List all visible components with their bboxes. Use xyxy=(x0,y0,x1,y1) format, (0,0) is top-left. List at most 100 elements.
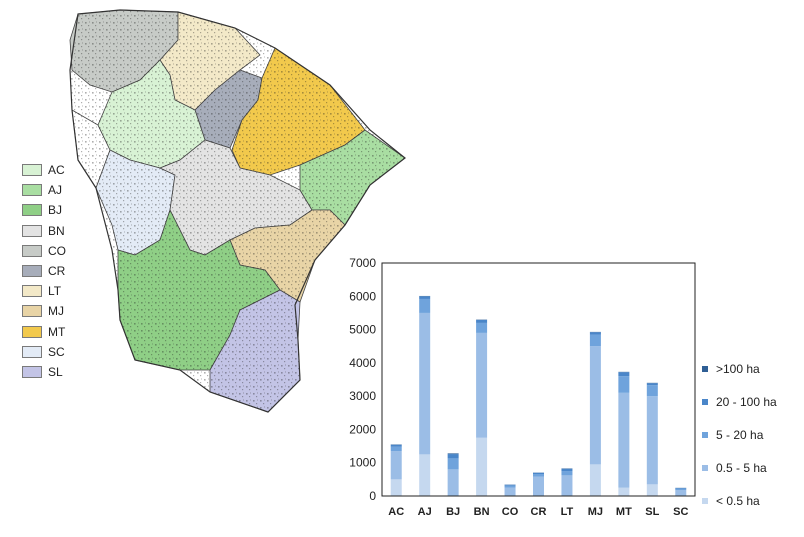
legend-label: MT xyxy=(48,325,65,339)
chart-legend-label: >100 ha xyxy=(716,362,760,376)
x-tick-label: BJ xyxy=(446,506,460,518)
legend-swatch xyxy=(22,204,42,216)
legend-item-mt: MT xyxy=(22,322,66,342)
legend-item-lt: LT xyxy=(22,281,66,301)
x-tick-label: AC xyxy=(388,506,404,518)
bar-co-series-3 xyxy=(505,485,516,486)
y-tick-label: 4000 xyxy=(349,356,376,370)
y-tick-label: 5000 xyxy=(349,323,376,337)
x-tick-label: MT xyxy=(616,506,632,518)
bar-sl-series-0 xyxy=(647,484,658,496)
legend-label: CO xyxy=(48,244,66,258)
bar-bj-series-1 xyxy=(448,469,459,496)
x-tick-label: BN xyxy=(474,506,490,518)
legend-swatch xyxy=(22,346,42,358)
legend-label: SC xyxy=(48,345,65,359)
legend-label: BJ xyxy=(48,203,62,217)
legend-swatch xyxy=(22,164,42,176)
y-tick-label: 0 xyxy=(369,489,376,503)
x-tick-label: AJ xyxy=(418,506,432,518)
bar-mj-series-2 xyxy=(590,335,601,347)
bar-bn-series-0 xyxy=(476,438,487,496)
legend-item-cr: CR xyxy=(22,261,66,281)
bar-bn-series-1 xyxy=(476,333,487,438)
x-tick-label: CO xyxy=(502,506,519,518)
legend-item-sc: SC xyxy=(22,342,66,362)
y-tick-label: 2000 xyxy=(349,422,376,436)
chart-legend-swatch xyxy=(702,498,708,504)
bar-sl-series-1 xyxy=(647,396,658,484)
legend-swatch xyxy=(22,326,42,338)
y-tick-label: 3000 xyxy=(349,389,376,403)
bar-aj-series-1 xyxy=(419,313,430,454)
legend-swatch xyxy=(22,225,42,237)
bar-mt-series-0 xyxy=(618,488,629,496)
legend-label: AJ xyxy=(48,183,62,197)
bar-cr-series-2 xyxy=(533,474,544,477)
legend-label: LT xyxy=(48,284,61,298)
bar-sc-series-2 xyxy=(675,489,686,490)
chart-legend-swatch xyxy=(702,465,708,471)
bar-ac-series-1 xyxy=(391,451,402,479)
legend-swatch xyxy=(22,265,42,277)
bar-bj-series-4 xyxy=(448,453,459,454)
legend-swatch xyxy=(22,184,42,196)
x-tick-label: SC xyxy=(673,506,688,518)
chart-legend-label: 5 - 20 ha xyxy=(716,428,764,442)
bar-bj-series-2 xyxy=(448,458,459,469)
y-tick-label: 1000 xyxy=(349,456,376,470)
legend-item-ac: AC xyxy=(22,160,66,180)
chart-legend-swatch xyxy=(702,399,708,405)
chart-legend-label: 0.5 - 5 ha xyxy=(716,461,767,475)
legend-swatch xyxy=(22,245,42,257)
chart-legend-swatch xyxy=(702,366,708,372)
legend-item-aj: AJ xyxy=(22,180,66,200)
bar-ac-series-0 xyxy=(391,479,402,496)
x-tick-label: CR xyxy=(531,506,547,518)
chart-legend-label: 20 - 100 ha xyxy=(716,395,777,409)
bar-mj-series-1 xyxy=(590,346,601,464)
bar-mj-series-0 xyxy=(590,464,601,496)
bar-aj-series-3 xyxy=(419,296,430,299)
x-tick-label: MJ xyxy=(588,506,603,518)
bar-mt-series-2 xyxy=(618,376,629,393)
legend-swatch xyxy=(22,305,42,317)
x-tick-label: LT xyxy=(561,506,574,518)
chart-legend-swatch xyxy=(702,432,708,438)
bar-sc-series-1 xyxy=(675,490,686,496)
legend-label: BN xyxy=(48,224,65,238)
bar-lt-series-3 xyxy=(561,469,572,471)
bar-aj-series-2 xyxy=(419,299,430,313)
bar-bn-series-3 xyxy=(476,320,487,323)
bar-co-series-2 xyxy=(505,486,516,488)
bar-cr-series-3 xyxy=(533,473,544,474)
bar-mt-series-1 xyxy=(618,393,629,488)
chart-legend-label: < 0.5 ha xyxy=(716,494,760,508)
bar-bj-series-3 xyxy=(448,454,459,458)
legend-item-mj: MJ xyxy=(22,301,66,321)
bar-sl-series-2 xyxy=(647,385,658,396)
legend-label: CR xyxy=(48,264,65,278)
bar-bn-series-2 xyxy=(476,323,487,333)
legend-item-bj: BJ xyxy=(22,200,66,220)
bar-lt-series-2 xyxy=(561,471,572,475)
bar-sc-series-3 xyxy=(675,488,686,489)
legend-label: MJ xyxy=(48,304,64,318)
legend-label: AC xyxy=(48,163,65,177)
legend-swatch xyxy=(22,285,42,297)
bar-mt-series-3 xyxy=(618,372,629,376)
x-tick-label: SL xyxy=(645,506,659,518)
legend-item-co: CO xyxy=(22,241,66,261)
bar-cr-series-1 xyxy=(533,477,544,496)
bar-lt-series-1 xyxy=(561,475,572,496)
y-tick-label: 7000 xyxy=(349,256,376,270)
bar-mj-series-3 xyxy=(590,332,601,334)
bar-co-series-1 xyxy=(505,488,516,496)
bar-ac-series-3 xyxy=(391,445,402,447)
bar-ac-series-2 xyxy=(391,447,402,451)
bar-aj-series-0 xyxy=(419,454,430,496)
legend-item-bn: BN xyxy=(22,221,66,241)
